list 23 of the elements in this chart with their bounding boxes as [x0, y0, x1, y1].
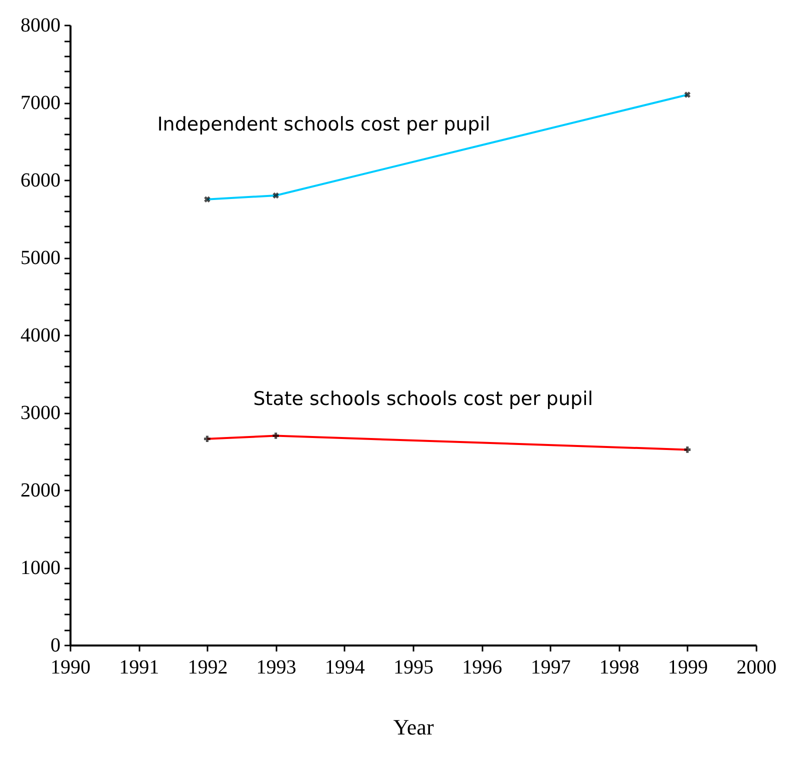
y-tick-label: 4000 — [20, 324, 60, 346]
series-label: Independent schools cost per pupil — [157, 113, 490, 136]
series-label: State schools schools cost per pupil — [253, 388, 594, 410]
y-tick-label: 3000 — [20, 402, 60, 424]
x-tick-label: 1993 — [256, 656, 296, 678]
x-tick-label: 1999 — [668, 656, 708, 678]
x-tick-label: 2000 — [736, 656, 776, 678]
x-axis-title: Year — [393, 714, 434, 740]
y-tick-label: 2000 — [20, 480, 60, 502]
x-tick-label: 1992 — [188, 656, 228, 678]
x-tick-label: 1990 — [50, 656, 90, 678]
x-tick-label: 1991 — [119, 656, 160, 678]
y-tick-label: 5000 — [20, 247, 60, 269]
x-tick-label: 1994 — [324, 656, 365, 678]
x-tick-label: 1995 — [394, 656, 434, 678]
x-tick-label: 1996 — [462, 656, 502, 678]
y-tick-label: 0 — [50, 634, 60, 656]
x-tick-label: 1998 — [599, 656, 640, 678]
y-tick-label: 6000 — [20, 170, 60, 192]
y-tick-label: 1000 — [20, 557, 60, 579]
y-tick-label: 8000 — [20, 14, 60, 36]
x-tick-label: 1997 — [530, 656, 571, 678]
y-tick-label: 7000 — [20, 92, 60, 114]
